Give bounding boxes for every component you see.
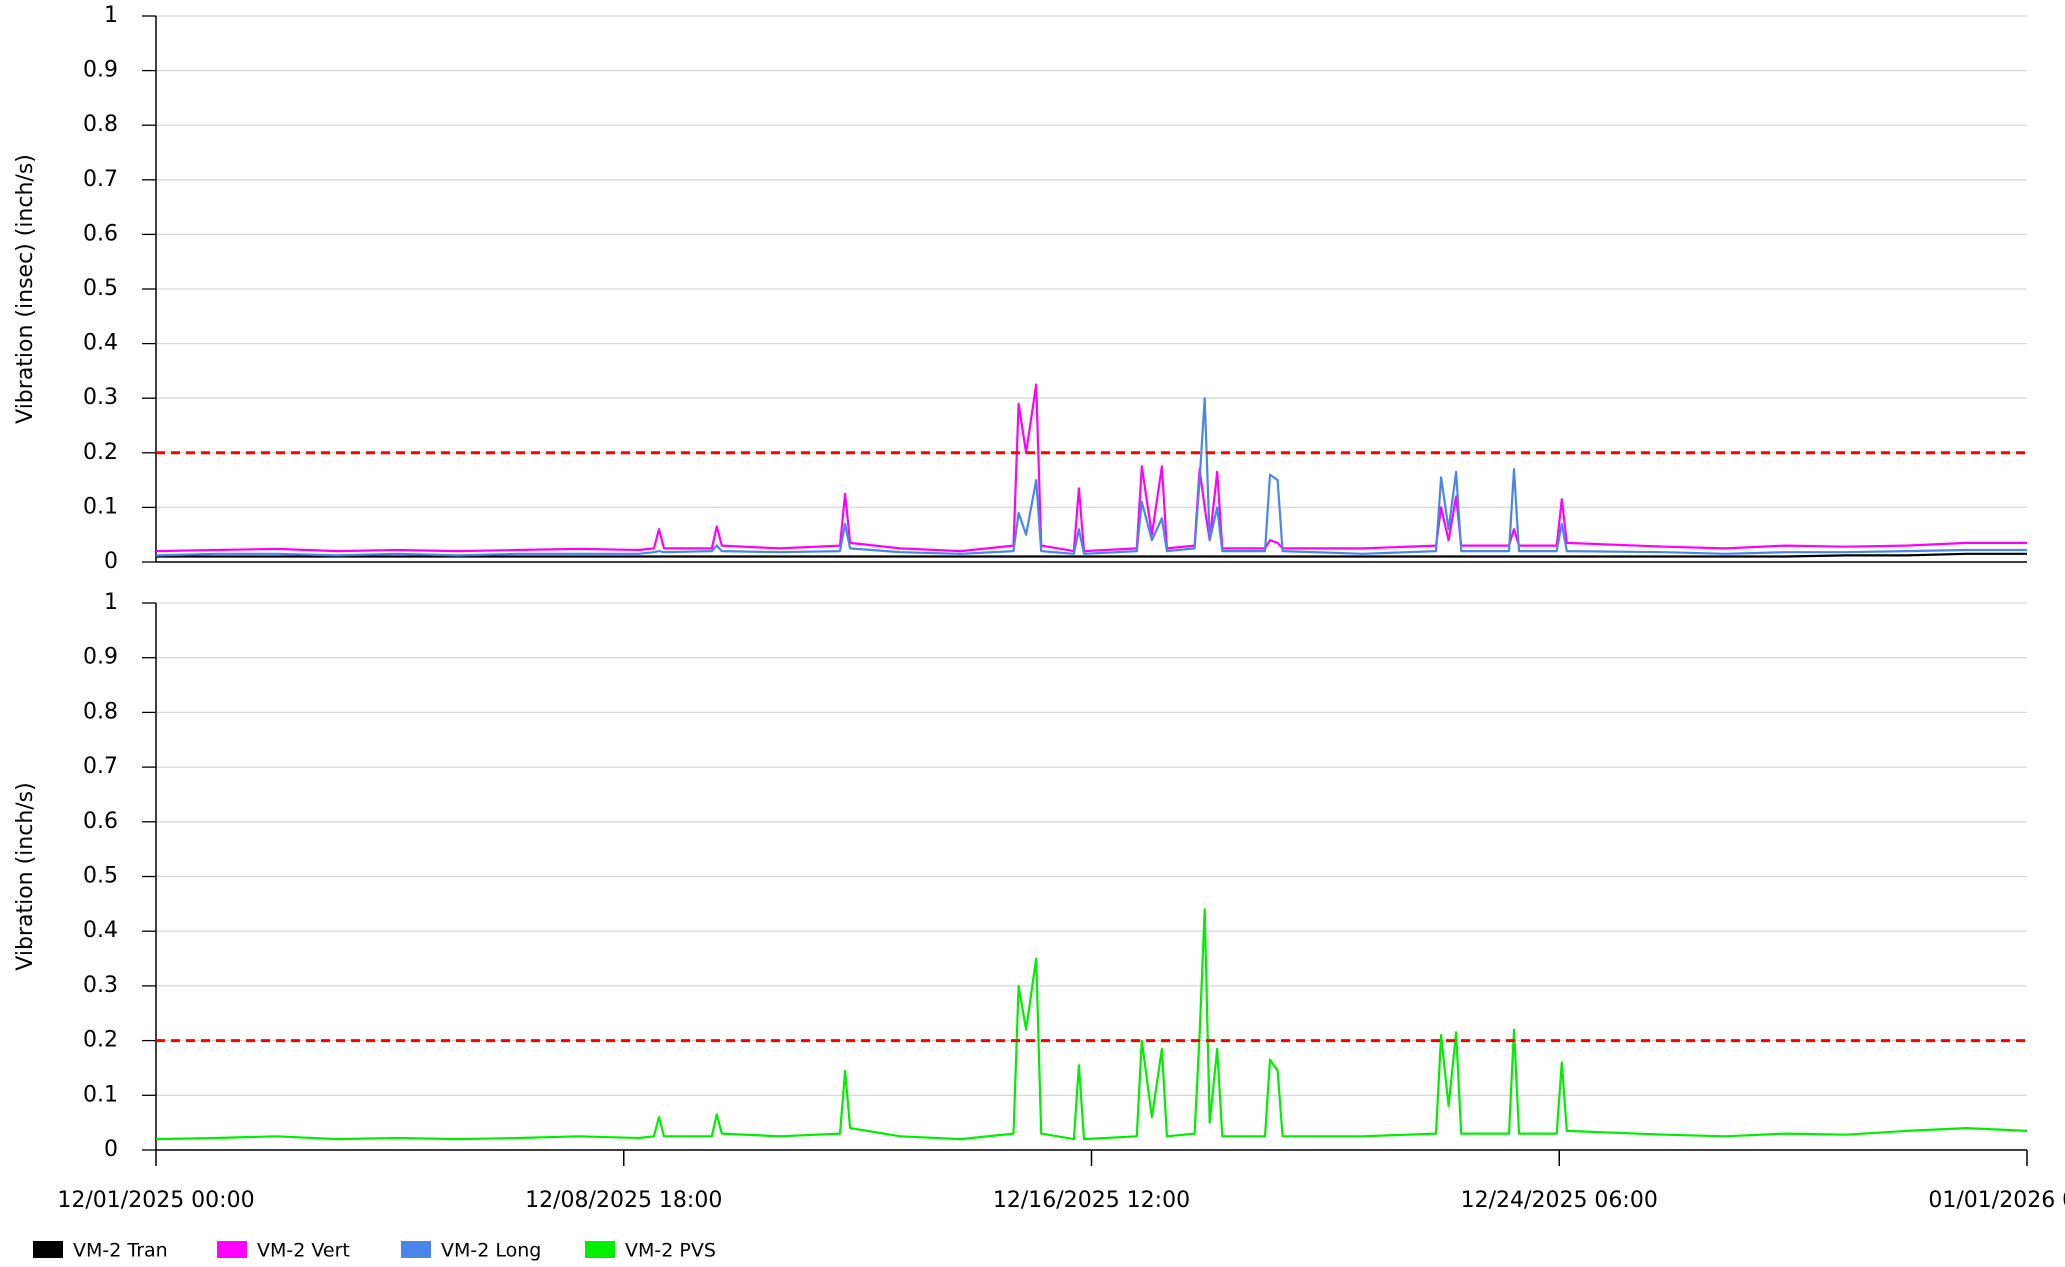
legend-label: VM-2 Tran (73, 1240, 168, 1262)
y-tick-label: 0.8 (83, 112, 118, 137)
legend-swatch (585, 1241, 615, 1258)
y-tick-label: 0.1 (83, 494, 118, 519)
y-tick-label: 0.3 (83, 973, 118, 998)
y-tick-label: 0.1 (83, 1082, 118, 1107)
y-tick-label: 0.9 (83, 645, 118, 670)
y-tick-label: 0.2 (83, 1028, 118, 1053)
series-line (155, 908, 2028, 1141)
x-tick-label: 12/01/2025 00:00 (57, 1188, 254, 1213)
legend-label: VM-2 PVS (625, 1240, 716, 1262)
series-line (156, 552, 2027, 558)
y-tick-label: 0.5 (83, 276, 118, 301)
legend-swatch (33, 1241, 63, 1258)
legend-label: VM-2 Vert (257, 1240, 350, 1262)
y-tick-label: 0 (104, 549, 118, 574)
x-tick-label: 01/01/2026 00:00 (1928, 1188, 2065, 1213)
y-tick-label: 0.4 (83, 331, 118, 356)
y-tick-label: 0.6 (83, 809, 118, 834)
y-tick-label: 0.2 (83, 440, 118, 465)
y-tick-label: 0.7 (83, 754, 118, 779)
x-tick-label: 12/16/2025 12:00 (993, 1188, 1190, 1213)
x-tick-label: 12/24/2025 06:00 (1461, 1188, 1658, 1213)
y-tick-label: 0.7 (83, 167, 118, 192)
y-tick-label: 0.6 (83, 221, 118, 246)
y-tick-label: 0.8 (83, 699, 118, 724)
y-axis-title: Vibration (inch/s) (13, 782, 38, 970)
y-tick-label: 0.5 (83, 864, 118, 889)
series-line (155, 397, 2027, 557)
legend-swatch (217, 1241, 247, 1258)
series-line (155, 383, 2027, 553)
y-tick-label: 0.9 (83, 58, 118, 83)
y-tick-label: 0.4 (83, 918, 118, 943)
y-tick-label: 0.3 (83, 385, 118, 410)
y-tick-label: 1 (104, 3, 118, 28)
x-tick-label: 12/08/2025 18:00 (525, 1188, 722, 1213)
legend-swatch (401, 1241, 431, 1258)
y-axis-title: Vibration (insec) (inch/s) (13, 154, 38, 424)
legend-label: VM-2 Long (441, 1240, 541, 1262)
y-tick-label: 1 (104, 590, 118, 615)
y-tick-label: 0 (104, 1137, 118, 1162)
